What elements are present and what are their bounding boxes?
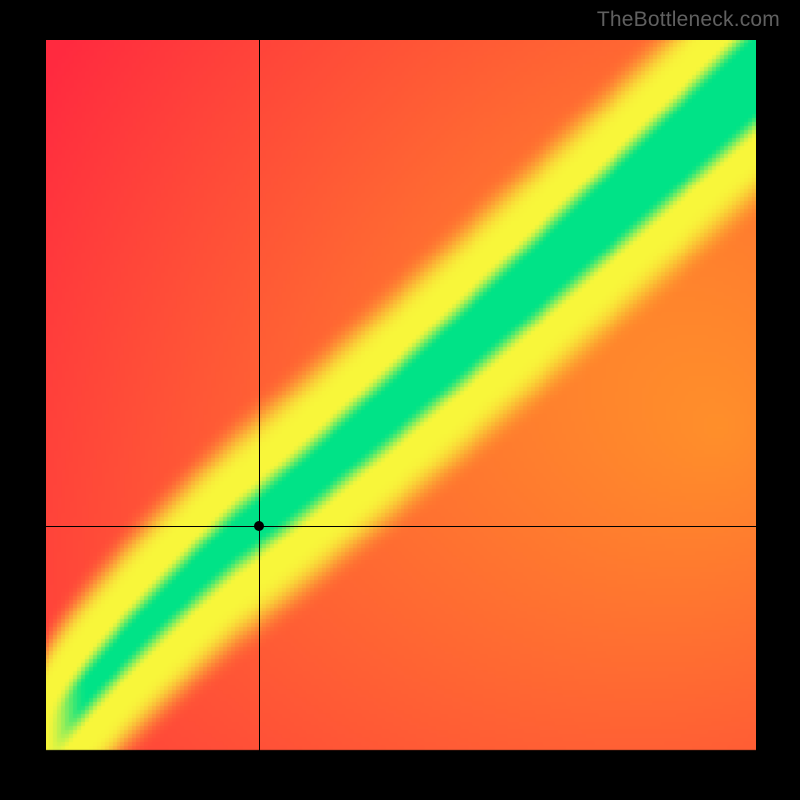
- bottleneck-heatmap: [46, 40, 756, 755]
- chart-container: TheBottleneck.com: [0, 0, 800, 800]
- crosshair-vertical: [259, 40, 260, 755]
- crosshair-marker: [254, 521, 264, 531]
- watermark-text: TheBottleneck.com: [597, 8, 780, 32]
- crosshair-horizontal: [46, 526, 756, 527]
